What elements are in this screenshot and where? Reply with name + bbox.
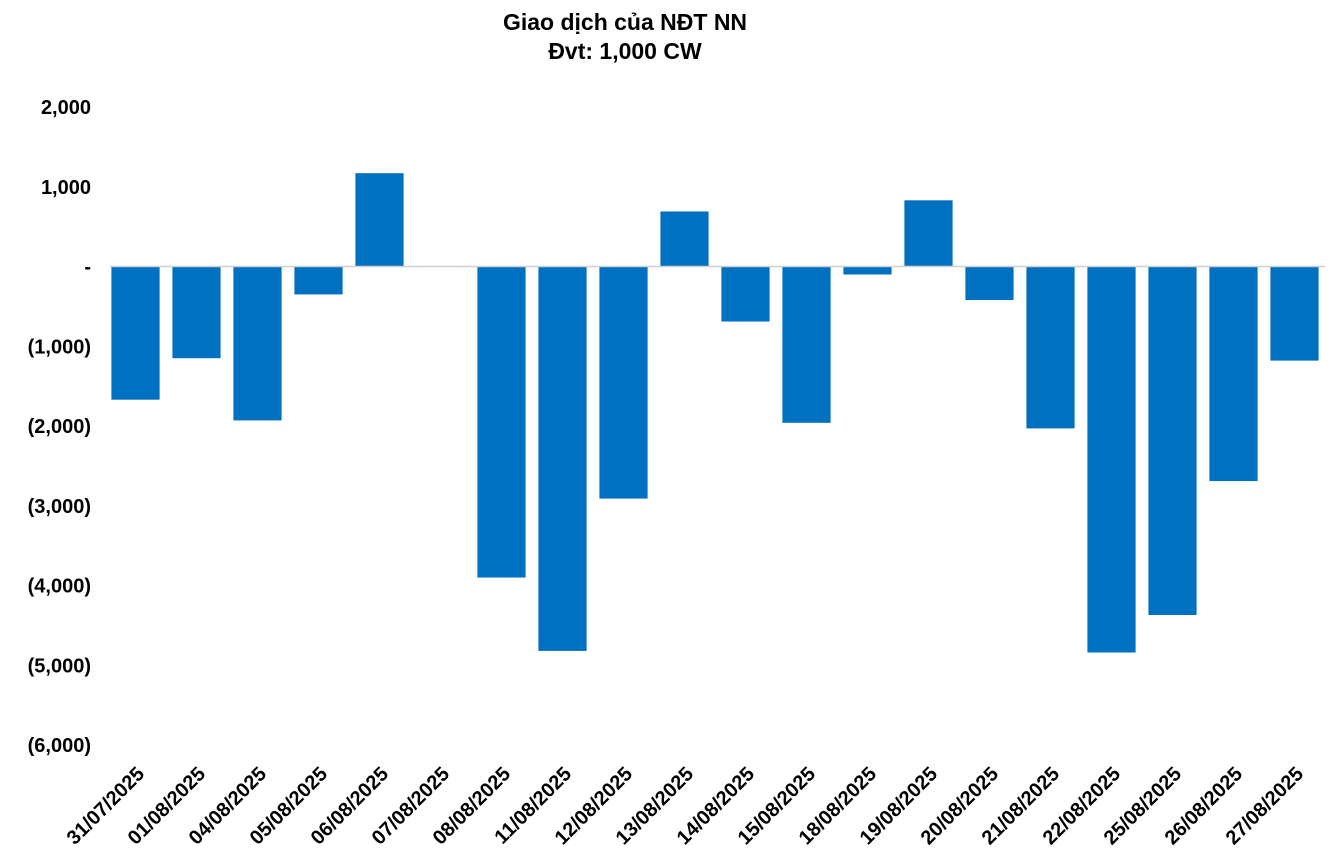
bar-22-08-2025 bbox=[1087, 266, 1136, 653]
bar-26-08-2025 bbox=[1209, 266, 1258, 482]
bar-19-08-2025 bbox=[904, 200, 953, 267]
bar-25-08-2025 bbox=[1148, 266, 1197, 616]
y-tick-label: 2,000 bbox=[41, 97, 91, 119]
bar-13-08-2025 bbox=[660, 211, 709, 267]
y-tick-label: (3,000) bbox=[28, 496, 91, 518]
bar-05-08-2025 bbox=[294, 266, 343, 295]
bar-21-08-2025 bbox=[1026, 266, 1075, 429]
bar-18-08-2025 bbox=[843, 266, 892, 275]
chart-subtitle: Đvt: 1,000 CW bbox=[548, 38, 702, 64]
y-tick-label: (4,000) bbox=[28, 576, 91, 598]
y-axis: 2,000 1,000 - (1,000) (2,000) (3,000) (4,000) (… bbox=[28, 97, 91, 757]
bar-08-08-2025 bbox=[477, 266, 526, 578]
chart-title: Giao dịch của NĐT NN bbox=[502, 9, 748, 35]
bar-31-07-2025 bbox=[111, 266, 160, 400]
bar-27-08-2025 bbox=[1270, 266, 1319, 361]
y-tick-label: (6,000) bbox=[28, 735, 91, 757]
bar-01-08-2025 bbox=[172, 266, 221, 359]
y-tick-label: (1,000) bbox=[28, 336, 91, 358]
y-tick-label: (2,000) bbox=[28, 416, 91, 438]
bar-14-08-2025 bbox=[721, 266, 770, 322]
y-tick-label: 1,000 bbox=[41, 177, 91, 199]
bar-20-08-2025 bbox=[965, 266, 1014, 300]
bar-06-08-2025 bbox=[355, 173, 404, 267]
bar-12-08-2025 bbox=[599, 266, 648, 499]
bar-11-08-2025 bbox=[538, 266, 587, 651]
chart-title-block: Giao dịch của NĐT NN Đvt: 1,000 CW bbox=[0, 8, 1250, 66]
bar-series bbox=[111, 173, 1319, 653]
y-tick-label: (5,000) bbox=[28, 655, 91, 677]
bar-15-08-2025 bbox=[782, 266, 831, 423]
bar-04-08-2025 bbox=[233, 266, 282, 421]
x-axis: 31/07/202501/08/202504/08/202505/08/2025… bbox=[63, 763, 1308, 849]
y-tick-label: - bbox=[84, 257, 91, 279]
